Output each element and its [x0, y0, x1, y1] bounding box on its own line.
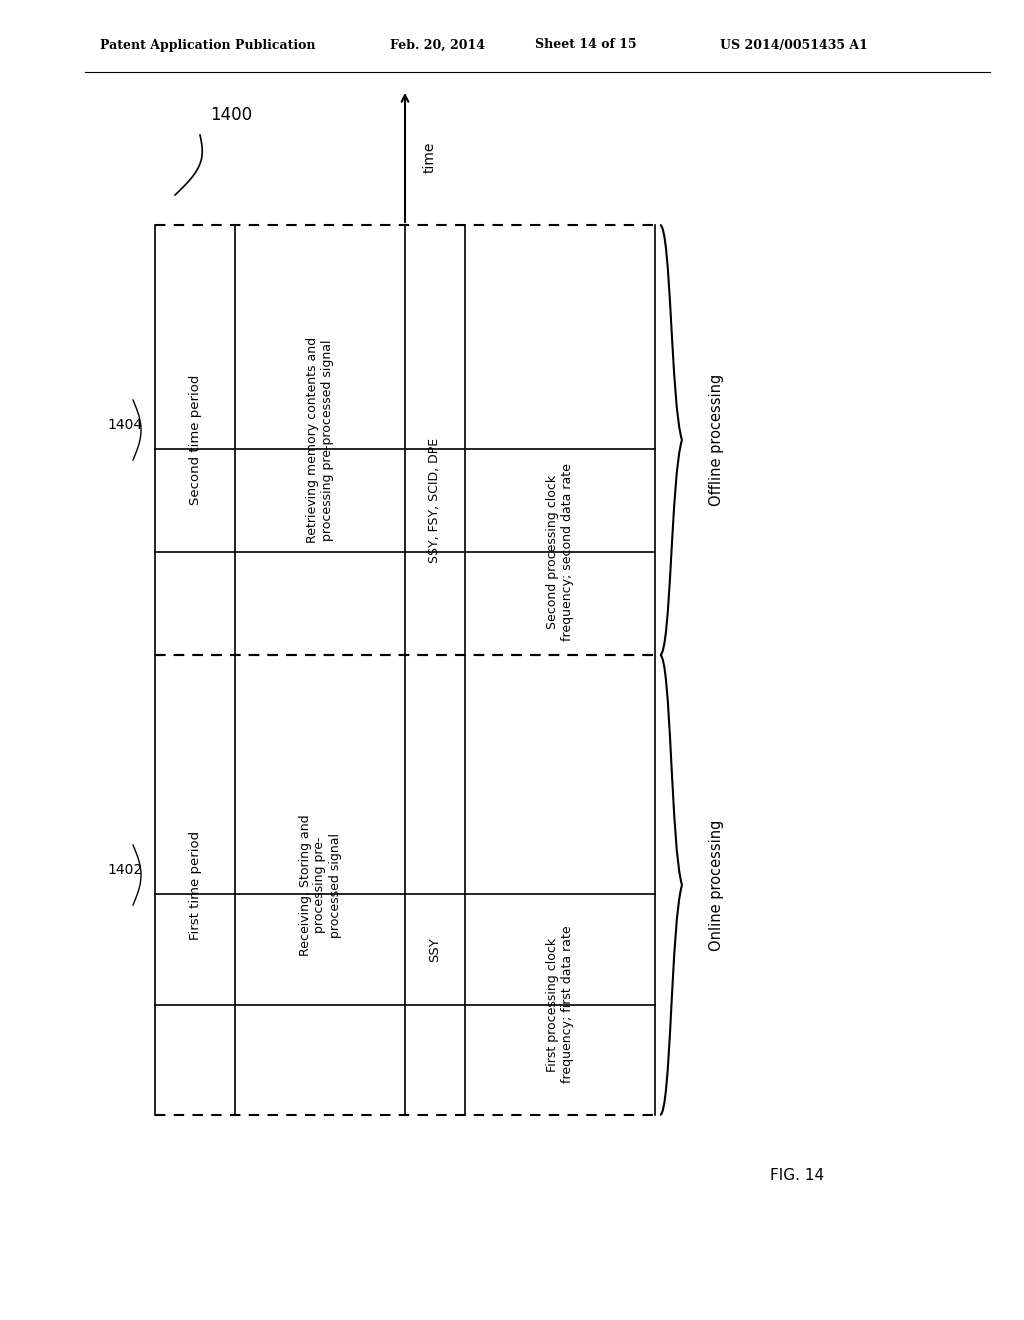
Text: Online processing: Online processing [710, 820, 725, 950]
Text: Feb. 20, 2014: Feb. 20, 2014 [390, 38, 485, 51]
Text: Sheet 14 of 15: Sheet 14 of 15 [535, 38, 637, 51]
Text: First time period: First time period [188, 830, 202, 940]
Text: Patent Application Publication: Patent Application Publication [100, 38, 315, 51]
Text: First processing clock
frequency; first data rate: First processing clock frequency; first … [546, 925, 574, 1084]
Text: FIG. 14: FIG. 14 [770, 1167, 824, 1183]
Text: SSY, FSY, SCID, DPE: SSY, FSY, SCID, DPE [428, 438, 441, 562]
Text: 1402: 1402 [108, 863, 143, 876]
Text: Offline processing: Offline processing [710, 374, 725, 506]
Text: Receiving, Storing and
processing pre-
processed signal: Receiving, Storing and processing pre- p… [299, 814, 341, 956]
Text: Second time period: Second time period [188, 375, 202, 506]
Text: Retrieving memory contents and
processing pre-processed signal: Retrieving memory contents and processin… [306, 337, 334, 543]
Text: SSY: SSY [428, 937, 441, 962]
Text: 1404: 1404 [108, 418, 143, 432]
Text: 1400: 1400 [210, 106, 252, 124]
Text: Second processing clock
frequency; second data rate: Second processing clock frequency; secon… [546, 463, 574, 640]
Text: US 2014/0051435 A1: US 2014/0051435 A1 [720, 38, 868, 51]
Text: time: time [423, 141, 437, 173]
